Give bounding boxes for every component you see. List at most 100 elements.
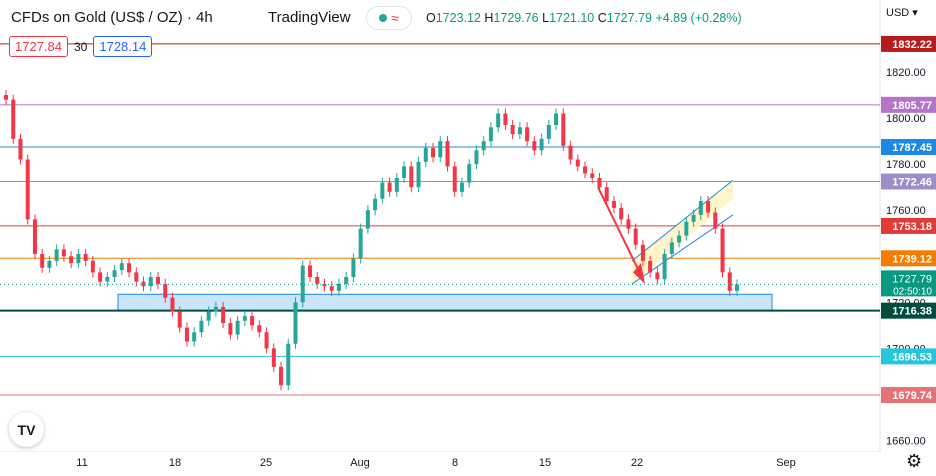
candle-body[interactable]	[264, 332, 269, 349]
candle-body[interactable]	[18, 138, 23, 160]
candle-body[interactable]	[134, 272, 139, 282]
candle-body[interactable]	[583, 166, 588, 174]
tradingview-logo-icon[interactable]: TV	[9, 412, 44, 447]
candle-body[interactable]	[633, 228, 638, 245]
candle-body[interactable]	[206, 311, 211, 321]
candle-body[interactable]	[11, 99, 16, 139]
candle-body[interactable]	[648, 260, 653, 273]
candle-body[interactable]	[358, 228, 363, 259]
symbol-title[interactable]: CFDs on Gold (US$ / OZ) · 4h	[11, 9, 213, 26]
candle-body[interactable]	[394, 177, 399, 192]
candle-body[interactable]	[590, 173, 595, 178]
candle-body[interactable]	[409, 166, 414, 188]
candle-body[interactable]	[90, 260, 95, 273]
candle-body[interactable]	[163, 283, 168, 298]
sell-button[interactable]: 1727.84	[9, 36, 68, 57]
candle-body[interactable]	[148, 276, 153, 287]
candle-body[interactable]	[83, 253, 88, 261]
candle-body[interactable]	[706, 201, 711, 213]
candle-body[interactable]	[373, 198, 378, 211]
candle-body[interactable]	[431, 148, 436, 158]
candle-body[interactable]	[61, 249, 66, 257]
candle-body[interactable]	[539, 138, 544, 151]
level-price-label[interactable]	[881, 302, 936, 319]
candle-body[interactable]	[76, 253, 81, 264]
candle-body[interactable]	[423, 148, 428, 162]
level-price-label[interactable]	[881, 348, 936, 365]
candle-body[interactable]	[54, 249, 59, 261]
candle-body[interactable]	[351, 258, 356, 277]
candle-body[interactable]	[597, 177, 602, 188]
candle-body[interactable]	[221, 306, 226, 324]
candle-body[interactable]	[47, 260, 52, 268]
candle-body[interactable]	[32, 219, 37, 254]
candle-body[interactable]	[735, 284, 739, 291]
candle-body[interactable]	[344, 276, 349, 284]
candle-body[interactable]	[727, 272, 732, 291]
level-price-label[interactable]	[881, 387, 936, 404]
candle-body[interactable]	[105, 276, 110, 282]
candle-body[interactable]	[192, 332, 197, 342]
candle-body[interactable]	[438, 141, 443, 158]
candle-body[interactable]	[279, 366, 284, 386]
candle-body[interactable]	[503, 113, 508, 126]
candle-body[interactable]	[604, 187, 609, 202]
buy-button[interactable]: 1728.14	[93, 36, 153, 57]
candle-body[interactable]	[177, 311, 182, 328]
candle-body[interactable]	[561, 113, 566, 146]
candle-body[interactable]	[481, 141, 486, 151]
level-price-label[interactable]	[881, 217, 936, 234]
candle-body[interactable]	[459, 182, 464, 192]
candle-body[interactable]	[510, 125, 515, 135]
candle-body[interactable]	[684, 221, 689, 236]
candle-body[interactable]	[568, 145, 573, 160]
candle-body[interactable]	[554, 113, 559, 126]
candle-body[interactable]	[271, 348, 276, 367]
candle-body[interactable]	[698, 201, 703, 215]
candle-body[interactable]	[416, 161, 421, 188]
candle-body[interactable]	[98, 272, 103, 282]
candle-body[interactable]	[402, 166, 407, 178]
candle-body[interactable]	[525, 127, 530, 142]
candle-body[interactable]	[300, 265, 305, 303]
candle-body[interactable]	[496, 113, 501, 128]
candle-body[interactable]	[488, 127, 493, 142]
candle-body[interactable]	[155, 276, 160, 284]
currency-selector[interactable]: USD ▾	[886, 7, 918, 19]
candle-body[interactable]	[242, 316, 247, 321]
candle-body[interactable]	[25, 159, 30, 220]
candle-body[interactable]	[112, 270, 117, 277]
candle-body[interactable]	[365, 210, 370, 229]
candle-body[interactable]	[532, 141, 537, 151]
candle-body[interactable]	[474, 150, 479, 165]
candle-body[interactable]	[127, 263, 132, 273]
candle-body[interactable]	[257, 325, 262, 333]
candle-body[interactable]	[4, 95, 8, 100]
gear-icon[interactable]: ⚙	[906, 451, 923, 471]
candle-body[interactable]	[619, 207, 624, 220]
candle-body[interactable]	[235, 320, 240, 335]
candle-body[interactable]	[184, 327, 189, 342]
candle-body[interactable]	[713, 212, 718, 229]
candle-body[interactable]	[655, 272, 660, 280]
level-price-label[interactable]	[881, 96, 936, 113]
channel-upper-line[interactable]	[631, 179, 734, 262]
candle-body[interactable]	[199, 320, 204, 333]
candle-body[interactable]	[322, 283, 327, 287]
indicator-toggle-icon[interactable]: ≈	[367, 7, 411, 29]
candle-body[interactable]	[720, 228, 725, 273]
candle-body[interactable]	[669, 242, 674, 254]
candle-body[interactable]	[546, 125, 551, 139]
candle-body[interactable]	[452, 166, 457, 192]
price-channel[interactable]	[632, 180, 733, 284]
candle-body[interactable]	[677, 235, 682, 243]
candle-body[interactable]	[517, 127, 522, 135]
candle-body[interactable]	[141, 281, 146, 287]
candle-body[interactable]	[380, 182, 385, 199]
candle-body[interactable]	[387, 182, 392, 192]
candle-body[interactable]	[662, 253, 667, 280]
candle-body[interactable]	[611, 201, 616, 208]
candle-body[interactable]	[69, 256, 74, 264]
candle-body[interactable]	[640, 244, 645, 261]
